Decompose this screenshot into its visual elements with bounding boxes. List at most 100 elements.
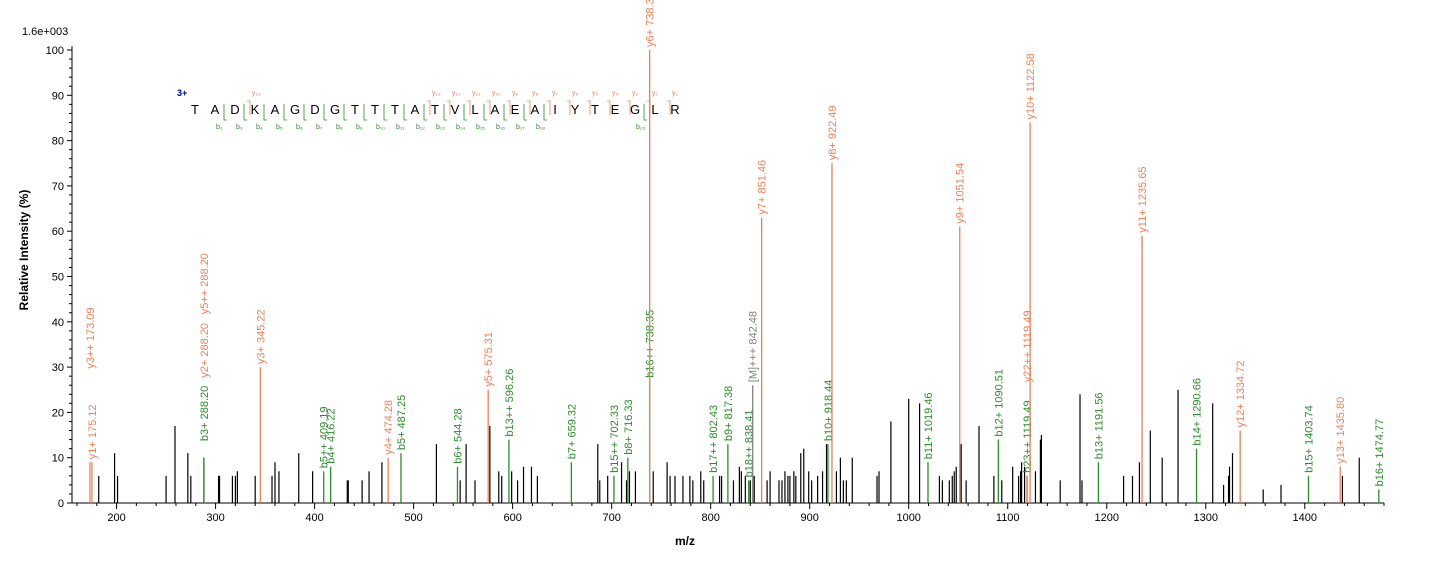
b-ion-marker (343, 104, 347, 121)
y-ion-marker (447, 100, 451, 115)
peak-label: y22++ 1119.49 (1022, 310, 1034, 382)
y-ion-marker (567, 100, 571, 115)
peak-label: b16+ 1474.77 (1374, 419, 1386, 487)
b-ion-label: b₈ (336, 124, 343, 131)
x-axis-title: m/z (675, 534, 695, 548)
y-tick-label: 60 (52, 226, 64, 238)
peak-label-group: b5+ 487.25 (396, 395, 408, 450)
y-tick-label: 80 (52, 136, 64, 148)
peak-label-group: b9+ 817.38 (723, 386, 735, 441)
y-tick-label: 30 (52, 362, 64, 374)
b-ion-marker (223, 104, 227, 121)
y-tick-label: 90 (52, 90, 64, 102)
y-ion-label: y₇ (552, 90, 559, 97)
peak-label-group: y13+ 1435.80 (1335, 397, 1347, 464)
peak-label: b8+ 716.33 (623, 399, 635, 454)
peak-label-group: y12+ 1334.72 (1235, 361, 1247, 428)
b-ion-marker (523, 104, 527, 121)
peak-label-group: y6+ 738.38 (645, 0, 657, 47)
peak-label-group: b13++ 596.26 (504, 369, 516, 437)
x-tick-label: 300 (206, 512, 224, 524)
x-tick-label: 200 (107, 512, 125, 524)
peak-label: b10+ 918.44 (823, 380, 835, 441)
sequence-residue: D (230, 102, 239, 117)
b-ion-label: b₁₆ (496, 124, 505, 131)
peak-label-group: b12+ 1090.51 (993, 369, 1005, 437)
peak-label-group: b5++ 409.19 (319, 406, 331, 468)
peak-label: y8+ 922.49 (827, 106, 839, 161)
peak-label: b7+ 659.32 (566, 404, 578, 459)
x-tick-label: 1100 (996, 512, 1020, 524)
x-tick-label: 1400 (1293, 512, 1317, 524)
peak-label-group: y5++ 288.20 (199, 253, 211, 314)
y-ion-marker (247, 100, 251, 115)
b-ion-marker (303, 104, 307, 121)
x-tick-label: 600 (503, 512, 521, 524)
axes: 0 10 20 30 40 50 60 70 80 90 100 200 300 400 500 600 700… (46, 45, 1385, 524)
peak-label-group: b15+ 1403.74 (1303, 405, 1315, 473)
y-tick-label: 40 (52, 317, 64, 329)
intensity-scale-label: 1.6e+003 (22, 26, 68, 38)
peak-label: y9+ 1051.54 (955, 163, 967, 224)
peak-label-group: b18++ 838.41 (744, 409, 756, 477)
sequence-residue: T (191, 102, 199, 117)
peak-label: b15+ 1403.74 (1303, 405, 1315, 473)
y-ion-label: y₂ (652, 90, 659, 97)
y-axis-title-group: Relative Intensity (%) (17, 190, 31, 311)
peak-label-group: b23++ 1119.49 (1022, 400, 1034, 472)
y-ion-marker (467, 100, 471, 115)
y-tick-label: 50 (52, 272, 64, 284)
y-ion-marker (507, 100, 511, 115)
sequence-residue: A (271, 102, 280, 117)
peak-label-group: y3++ 173.09 (85, 307, 97, 368)
sequence-residue: I (553, 102, 557, 117)
y-tick-label: 10 (52, 453, 64, 465)
x-tick-label: 1200 (1095, 512, 1119, 524)
sequence-residue: K (251, 102, 260, 117)
labeled-peaks: y1+ 175.12 y3++ 173.09 y2+ 288.20 y5++ 288.… (85, 0, 1386, 503)
sequence-residue: T (391, 102, 399, 117)
peak-label: [M]+++ 842.48 (748, 311, 760, 382)
peak-label: b4+ 416.22 (326, 408, 338, 463)
peak-label: y3+ 345.22 (255, 309, 267, 364)
peak-label: y3++ 173.09 (85, 307, 97, 368)
peak-label: b13+ 1191.56 (1093, 392, 1105, 459)
b-ion-label: b₉ (356, 124, 363, 131)
sequence-residue: G (630, 102, 640, 117)
y-axis-title: Relative Intensity (%) (17, 190, 31, 311)
sequence-residue: A (211, 102, 220, 117)
b-ion-label: b₅ (276, 124, 283, 131)
peak-label: b23++ 1119.49 (1022, 400, 1034, 472)
sequence-residue: L (471, 102, 478, 117)
peak-label: b12+ 1090.51 (993, 369, 1005, 437)
x-tick-label: 1000 (896, 512, 920, 524)
peak-label-group: b11+ 1019.46 (923, 392, 935, 459)
peak-label-group: y11+ 1235.65 (1137, 167, 1149, 233)
y-ion-label: y₄ (612, 90, 619, 97)
y-ion-label: y₁ (672, 90, 679, 97)
sequence-residue: G (330, 102, 340, 117)
peak-label-group: y9+ 1051.54 (955, 163, 967, 224)
b-ion-marker (363, 104, 367, 121)
peak-label: y4+ 474.28 (383, 400, 395, 455)
y-tick-label: 20 (52, 407, 64, 419)
sequence-residue: V (451, 102, 460, 117)
y-tick-label: 0 (58, 498, 64, 510)
y-ion-marker (487, 100, 491, 115)
peak-label: y12+ 1334.72 (1235, 361, 1247, 428)
y-ion-label: y₆ (572, 90, 579, 97)
peak-label: y2+ 288.20 (199, 323, 211, 378)
peak-label-group: y4+ 474.28 (383, 400, 395, 455)
b-ion-label: b₁₂ (416, 124, 425, 131)
y-ion-marker (587, 100, 591, 115)
b-ion-marker (443, 104, 447, 121)
peak-label: b17++ 802.43 (708, 405, 720, 473)
peak-label: y6+ 738.38 (645, 0, 657, 47)
b-ion-label: b₁₁ (396, 124, 405, 131)
y-ion-label: y₁₀ (492, 90, 501, 97)
peak-label-group: b15++ 702.33 (609, 405, 621, 473)
peak-label-group: y2+ 288.20 (199, 323, 211, 378)
y-ion-label: y₂₂ (252, 90, 261, 97)
peak-label: b5+ 487.25 (396, 395, 408, 450)
peak-label-group: b6+ 544.28 (452, 408, 464, 463)
